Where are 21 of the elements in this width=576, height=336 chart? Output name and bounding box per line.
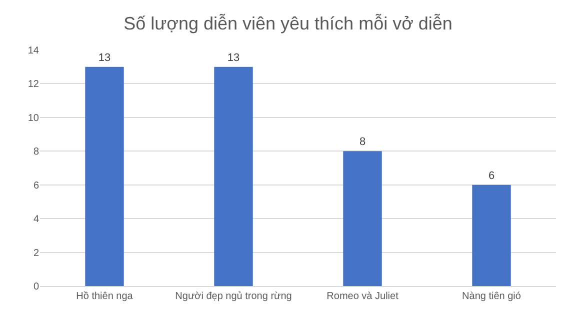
y-tick-label: 14: [28, 46, 40, 56]
x-tick-label: Hồ thiên nga: [76, 291, 134, 302]
bar: [214, 66, 253, 286]
y-tick-label: 2: [33, 248, 40, 259]
y-tick-label: 4: [33, 214, 40, 226]
y-tick-label: 8: [33, 146, 40, 158]
y-tick-label: 12: [28, 79, 40, 90]
chart-title: Số lượng diễn viên yêu thích mỗi vở diễn: [124, 13, 452, 34]
bar: [343, 151, 382, 286]
data-label: 13: [227, 52, 240, 64]
y-tick-label: 6: [33, 180, 40, 192]
x-tick-label: Người đẹp ngủ trong rừng: [175, 291, 292, 302]
bar: [472, 184, 511, 286]
x-tick-label: Romeo và Juliet: [326, 291, 399, 302]
data-label: 8: [359, 136, 366, 148]
bar: [85, 66, 124, 286]
y-tick-label: 0: [33, 282, 40, 292]
y-tick-label: 10: [28, 112, 40, 124]
data-label: 13: [98, 52, 111, 64]
x-tick-label: Nàng tiên gió: [462, 291, 522, 302]
data-label: 6: [488, 170, 495, 182]
